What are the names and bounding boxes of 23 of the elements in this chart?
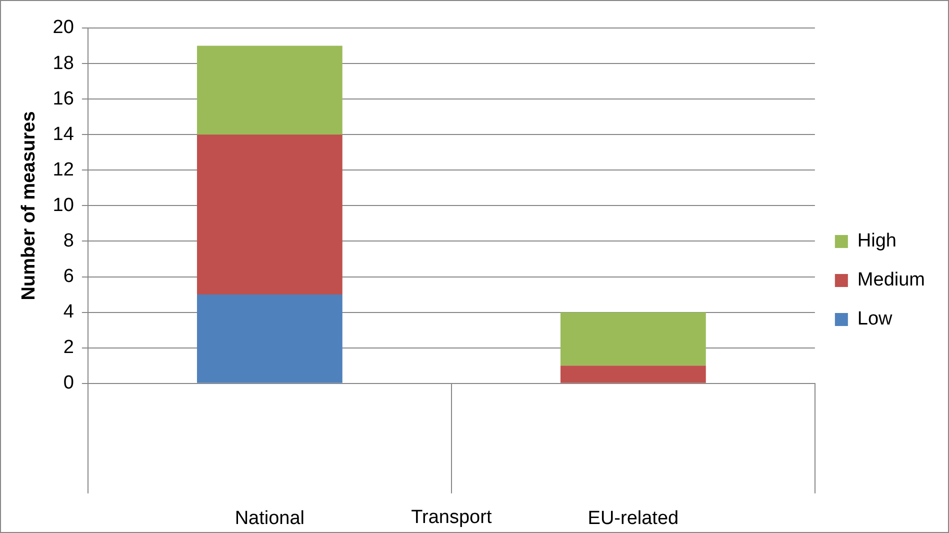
bar bbox=[196, 46, 342, 135]
y-tick-label: 18 bbox=[52, 52, 74, 74]
bar bbox=[196, 134, 342, 295]
x-tick-label: National bbox=[234, 508, 305, 530]
y-tick-label: 10 bbox=[52, 194, 74, 216]
y-tick-label: 8 bbox=[63, 230, 74, 252]
bar bbox=[560, 312, 706, 366]
x-tick-label: EU-related bbox=[588, 508, 679, 530]
legend-label: Medium bbox=[857, 270, 925, 291]
y-tick-label: 6 bbox=[63, 266, 74, 288]
y-tick-label: 14 bbox=[52, 124, 74, 145]
legend-label: High bbox=[857, 230, 896, 252]
y-axis-title: Number of measures bbox=[18, 111, 40, 300]
legend-label: Low bbox=[857, 308, 893, 330]
bar bbox=[560, 366, 706, 383]
x-axis-title: Transport bbox=[411, 506, 492, 528]
y-tick-label: 20 bbox=[52, 17, 74, 38]
y-tick-label: 16 bbox=[52, 88, 74, 110]
y-tick-label: 0 bbox=[63, 372, 74, 394]
y-tick-label: 4 bbox=[63, 302, 74, 323]
bar bbox=[196, 294, 342, 383]
y-tick-label: 12 bbox=[52, 159, 74, 180]
y-tick-label: 2 bbox=[63, 337, 74, 358]
